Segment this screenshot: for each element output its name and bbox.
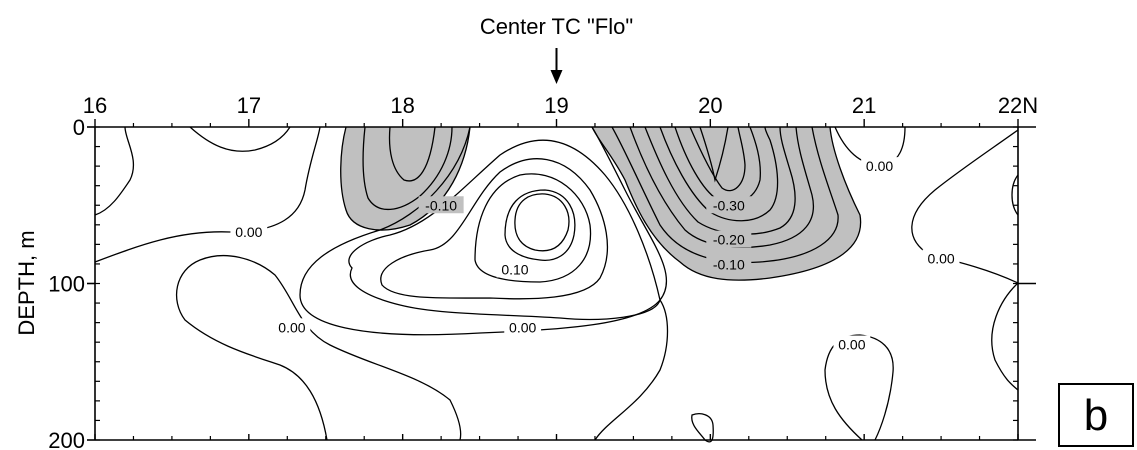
- annotation-label: Center TC "Flo": [480, 14, 633, 39]
- y-tick-label: 200: [48, 428, 85, 450]
- x-tick-label: 16: [83, 93, 107, 118]
- contour-label: 0.00: [838, 337, 865, 353]
- y-tick-label: 0: [73, 115, 85, 140]
- contour-line: [699, 126, 729, 183]
- contour-label-bg: [418, 196, 464, 214]
- contour-line: [591, 126, 862, 281]
- y-axis-title: DEPTH, m: [14, 230, 39, 335]
- contour-line: [189, 126, 291, 152]
- contour-line: [594, 299, 669, 441]
- contour-line: [689, 126, 746, 192]
- contour-labels: -0.10 0.00 0.10 0.00 0.00 -0.30 -0.20 -0.10 0.00…: [230, 157, 960, 353]
- contour-label: 0.00: [509, 319, 536, 335]
- contour-label-bg: [861, 157, 898, 175]
- contour-line: [474, 173, 592, 283]
- contour-line: [388, 126, 436, 182]
- x-tick-label: 22N: [998, 93, 1038, 118]
- contour-label: 0.00: [235, 224, 262, 240]
- contour-label: 0.10: [501, 261, 528, 277]
- arrow-head-icon: [550, 70, 563, 84]
- y-tick-label: 100: [48, 272, 85, 297]
- contour-label-bg: [230, 222, 268, 240]
- contour-label-bg: [273, 318, 311, 336]
- contour-line: [362, 126, 453, 211]
- x-axis-ticks: 16 17 18 19 20 21 22N: [83, 93, 1038, 440]
- contour-lines: [94, 126, 1019, 443]
- contour-line: [94, 126, 135, 216]
- contour-line: [175, 254, 462, 441]
- contour-label-bg: [706, 230, 752, 248]
- contour-line: [504, 189, 576, 261]
- contour-label: 0.00: [866, 158, 893, 174]
- contour-label: -0.10: [425, 197, 457, 213]
- x-tick-label: 18: [390, 93, 414, 118]
- contour-label: -0.10: [713, 257, 745, 273]
- contour-label-bg: [922, 249, 960, 267]
- contour-line: [991, 282, 1019, 391]
- contour-line: [611, 126, 839, 264]
- contour-line: [824, 334, 894, 441]
- contour-label: -0.20: [713, 232, 745, 248]
- contour-line: [94, 126, 321, 263]
- x-tick-label: 17: [237, 93, 261, 118]
- contour-label-bg: [833, 335, 871, 353]
- contour-label: -0.30: [713, 197, 745, 213]
- contour-label-bg: [706, 255, 752, 273]
- panel-label-box: b: [1058, 383, 1134, 447]
- contour-label-bg: [496, 260, 534, 278]
- x-tick-label: 20: [698, 93, 722, 118]
- x-tick-label: 21: [852, 93, 876, 118]
- x-tick-label: 19: [544, 93, 568, 118]
- contour-label-bg: [504, 318, 542, 336]
- contour-line: [380, 158, 608, 300]
- contour-label-bg: [706, 196, 752, 214]
- contour-line: [911, 129, 1019, 284]
- contour-line: [514, 193, 570, 252]
- panel-label: b: [1083, 391, 1109, 440]
- contour-line: [299, 126, 668, 336]
- contour-label: 0.00: [927, 250, 954, 266]
- contour-line: [1011, 174, 1019, 216]
- y-axis-ticks: 0 100 200: [48, 115, 1036, 450]
- contour-line: [340, 126, 471, 231]
- contour-line: [629, 126, 814, 249]
- contour-line: [348, 139, 661, 321]
- contour-line: [659, 126, 779, 222]
- contour-line: [644, 126, 796, 235]
- contour-label: 0.00: [278, 319, 305, 335]
- storm-center-annotation: Center TC "Flo": [480, 14, 633, 84]
